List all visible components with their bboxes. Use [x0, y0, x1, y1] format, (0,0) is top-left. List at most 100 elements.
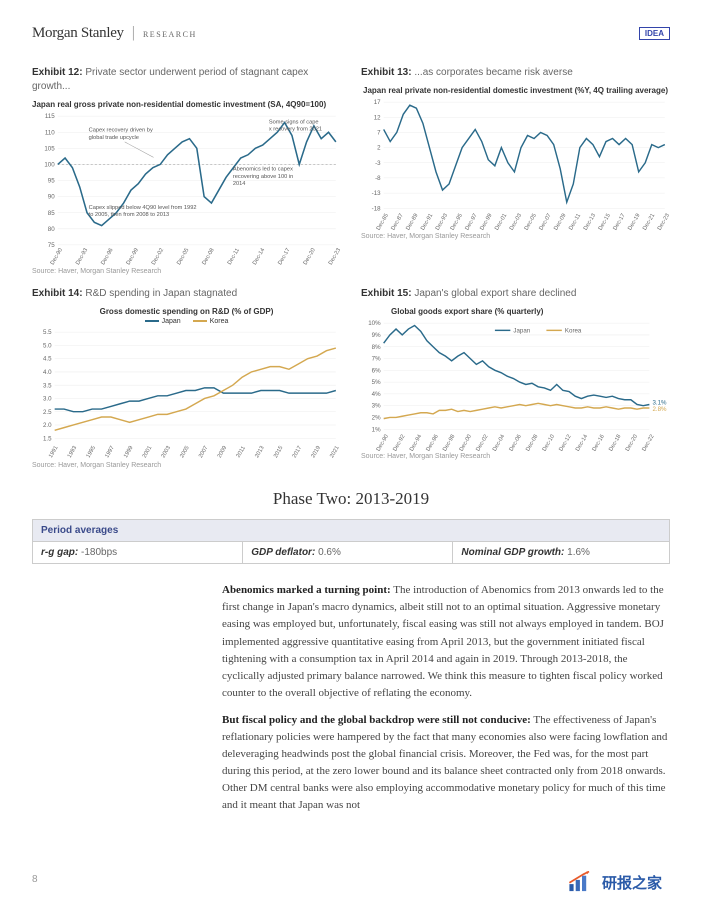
exhibit-12-chart: 7580859095100105110115Dec-90Dec-93Dec-96…	[32, 111, 341, 266]
table-header: Period averages	[33, 520, 670, 542]
svg-text:90: 90	[48, 194, 55, 201]
svg-text:1997: 1997	[104, 445, 115, 459]
svg-text:Dec-90: Dec-90	[376, 433, 390, 451]
svg-text:Dec-04: Dec-04	[492, 433, 506, 451]
svg-text:5.5: 5.5	[43, 329, 52, 336]
svg-text:Dec-20: Dec-20	[303, 247, 317, 265]
svg-text:2.5: 2.5	[43, 408, 52, 415]
exhibit-14-legend: Japan Korea	[32, 318, 341, 325]
svg-text:100: 100	[44, 161, 55, 168]
svg-text:Dec-96: Dec-96	[425, 433, 439, 451]
page-number: 8	[32, 874, 38, 885]
svg-text:Dec-02: Dec-02	[151, 247, 165, 265]
svg-text:2017: 2017	[292, 445, 303, 459]
exhibit-13: Exhibit 13: ...as corporates became risk…	[361, 66, 670, 275]
table-row: r-g gap: -180bps GDP deflator: 0.6% Nomi…	[33, 542, 670, 564]
svg-text:80: 80	[48, 226, 55, 233]
svg-text:2003: 2003	[161, 445, 172, 459]
svg-text:2%: 2%	[372, 414, 381, 421]
svg-text:4.0: 4.0	[43, 368, 52, 375]
brand-logo: Morgan Stanley | RESEARCH	[32, 24, 197, 42]
svg-text:recovering above 100 in: recovering above 100 in	[233, 174, 293, 180]
svg-text:Dec-98: Dec-98	[442, 433, 456, 451]
svg-text:Capex slipped below 4Q90 level: Capex slipped below 4Q90 level from 1992	[89, 205, 197, 211]
svg-text:8%: 8%	[372, 343, 381, 350]
svg-text:Dec-21: Dec-21	[642, 213, 656, 231]
svg-text:Dec-14: Dec-14	[575, 433, 589, 451]
svg-text:Dec-96: Dec-96	[100, 247, 114, 265]
svg-text:2009: 2009	[217, 445, 228, 459]
svg-text:115: 115	[45, 113, 55, 120]
exhibit-14-title: Exhibit 14: R&D spending in Japan stagna…	[32, 287, 341, 301]
svg-text:Dec-02: Dec-02	[475, 433, 489, 451]
svg-text:4%: 4%	[372, 390, 381, 397]
svg-text:3.0: 3.0	[43, 395, 52, 402]
svg-text:Dec-08: Dec-08	[525, 433, 539, 451]
period-averages-table: Period averages r-g gap: -180bps GDP def…	[32, 519, 670, 564]
exhibit-13-chart: -18-13-8-3271217Dec-85Dec-87Dec-89Dec-91…	[361, 97, 670, 231]
exhibit-13-source: Source: Haver, Morgan Stanley Research	[361, 233, 670, 240]
exhibit-12-subtitle: Japan real gross private non-residential…	[32, 100, 341, 109]
svg-text:1%: 1%	[372, 426, 381, 433]
svg-text:1.5: 1.5	[43, 435, 52, 442]
paragraph-1: Abenomics marked a turning point: The in…	[222, 582, 670, 701]
svg-text:Korea: Korea	[565, 327, 582, 334]
svg-text:Dec-15: Dec-15	[598, 213, 612, 231]
svg-text:Dec-14: Dec-14	[252, 247, 266, 265]
svg-text:Dec-95: Dec-95	[450, 213, 464, 231]
svg-text:110: 110	[45, 129, 55, 136]
svg-text:Dec-13: Dec-13	[583, 213, 597, 231]
watermark: 研报之家	[568, 871, 662, 893]
svg-text:Dec-06: Dec-06	[509, 433, 523, 451]
svg-text:2011: 2011	[236, 445, 247, 459]
svg-text:85: 85	[48, 210, 55, 217]
paragraph-2: But fiscal policy and the global backdro…	[222, 712, 670, 814]
exhibit-14-source: Source: Haver, Morgan Stanley Research	[32, 462, 341, 469]
svg-text:-13: -13	[372, 190, 381, 197]
svg-text:Dec-90: Dec-90	[50, 247, 64, 265]
svg-text:105: 105	[44, 145, 55, 152]
svg-text:1991: 1991	[48, 445, 59, 459]
svg-text:1999: 1999	[123, 445, 134, 459]
exhibit-15: Exhibit 15: Japan's global export share …	[361, 287, 670, 470]
exhibit-13-subtitle: Japan real private non-residential domes…	[361, 86, 670, 95]
svg-text:Dec-89: Dec-89	[405, 213, 419, 231]
svg-text:5.0: 5.0	[43, 342, 52, 349]
svg-text:Dec-17: Dec-17	[277, 247, 291, 265]
svg-text:9%: 9%	[372, 331, 381, 338]
svg-text:Dec-85: Dec-85	[376, 213, 390, 231]
brand-name: Morgan Stanley	[32, 25, 124, 41]
svg-text:Dec-20: Dec-20	[625, 433, 639, 451]
idea-badge: IDEA	[639, 27, 670, 40]
exhibit-15-subtitle: Global goods export share (% quarterly)	[361, 307, 670, 316]
svg-text:-18: -18	[372, 205, 381, 212]
svg-text:Dec-11: Dec-11	[568, 213, 582, 231]
svg-text:Dec-23: Dec-23	[657, 213, 670, 231]
svg-text:1995: 1995	[86, 445, 97, 459]
svg-text:2: 2	[377, 145, 381, 152]
svg-text:4.5: 4.5	[43, 355, 52, 362]
exhibit-12-title: Exhibit 12: Private sector underwent per…	[32, 66, 341, 94]
svg-text:Dec-97: Dec-97	[464, 213, 478, 231]
svg-text:Dec-18: Dec-18	[608, 433, 622, 451]
svg-text:2014: 2014	[233, 181, 246, 187]
exhibit-15-title: Exhibit 15: Japan's global export share …	[361, 287, 670, 301]
svg-text:1993: 1993	[67, 445, 78, 459]
svg-text:Abenomics led to capex: Abenomics led to capex	[233, 167, 293, 173]
svg-text:2019: 2019	[310, 445, 321, 459]
svg-text:3.5: 3.5	[43, 382, 52, 389]
section-title: Phase Two: 2013-2019	[32, 489, 670, 509]
svg-text:Dec-94: Dec-94	[409, 433, 423, 451]
svg-text:2013: 2013	[254, 445, 265, 459]
exhibit-14: Exhibit 14: R&D spending in Japan stagna…	[32, 287, 341, 470]
svg-text:Dec-17: Dec-17	[612, 213, 626, 231]
svg-text:Dec-87: Dec-87	[390, 213, 404, 231]
exhibit-14-subtitle: Gross domestic spending on R&D (% of GDP…	[32, 307, 341, 316]
brand-separator: |	[132, 24, 135, 41]
svg-text:Dec-22: Dec-22	[641, 433, 655, 451]
svg-text:2021: 2021	[329, 445, 340, 459]
exhibit-15-chart: 1%2%3%4%5%6%7%8%9%10%3.1%2.8%Dec-90Dec-9…	[361, 318, 670, 452]
svg-text:x recovery from 2021: x recovery from 2021	[269, 127, 322, 133]
svg-text:Dec-05: Dec-05	[176, 247, 190, 265]
svg-text:2.8%: 2.8%	[652, 406, 667, 413]
